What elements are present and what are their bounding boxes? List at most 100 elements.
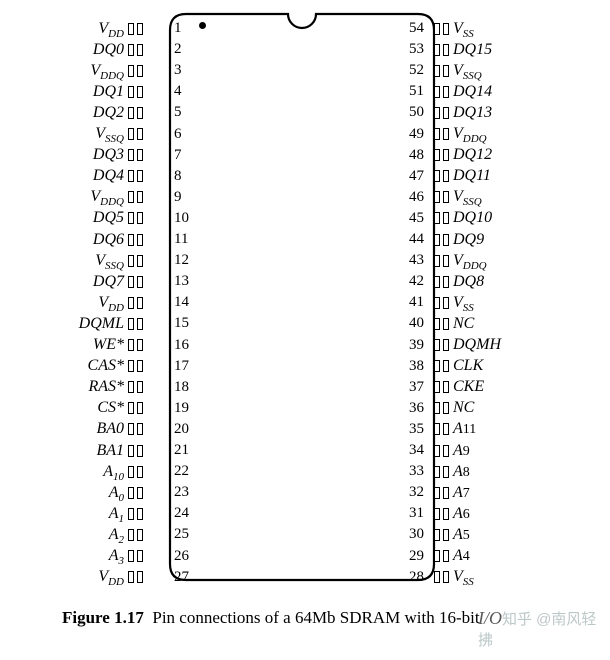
pin-label: VDDQ: [60, 188, 124, 206]
pin-leg: [434, 402, 440, 414]
pin-label: VSS: [453, 20, 523, 38]
pin-row-right: DQ11: [434, 166, 584, 187]
pin-label: DQ6: [60, 231, 124, 249]
pin-label: A2: [60, 526, 124, 544]
pin-legs: [434, 339, 449, 351]
pin-label: DQML: [60, 315, 124, 333]
pin-label: VDD: [60, 294, 124, 312]
pin-number: 7: [174, 145, 198, 166]
pin-leg: [137, 107, 143, 119]
pin-number: 1: [174, 18, 198, 39]
pin-legs: [434, 423, 449, 435]
pin-legs: [434, 234, 449, 246]
pin-label: CS*: [60, 399, 124, 417]
pin-number: 15: [174, 313, 198, 334]
pin-leg: [434, 381, 440, 393]
pin-leg: [434, 191, 440, 203]
pin-leg: [443, 508, 449, 520]
pin-number: 18: [174, 377, 198, 398]
pin-row-right: NC: [434, 398, 584, 419]
pin-leg: [443, 276, 449, 288]
pin-leg: [137, 445, 143, 457]
pin-leg: [443, 318, 449, 330]
pin-leg: [443, 529, 449, 541]
pin-leg: [434, 339, 440, 351]
pin-number: 9: [174, 187, 198, 208]
pin-row-right: DQMH: [434, 335, 584, 356]
pin-number: 54: [400, 18, 424, 39]
pin-leg: [434, 128, 440, 140]
pin-legs: [128, 86, 143, 98]
pin-legs: [128, 466, 143, 478]
pin-legs: [128, 191, 143, 203]
pin-legs: [434, 255, 449, 267]
pin-leg: [128, 65, 134, 77]
pin-legs: [434, 508, 449, 520]
pin-label: A6: [453, 505, 523, 523]
pin-leg: [128, 234, 134, 246]
pin-number: 53: [400, 39, 424, 60]
pin-label: VSSQ: [60, 125, 124, 143]
pin-leg: [443, 170, 449, 182]
pin-label: BA1: [60, 442, 124, 460]
pin-number: 43: [400, 250, 424, 271]
pin-leg: [443, 44, 449, 56]
pin-number: 13: [174, 271, 198, 292]
pin-number: 39: [400, 335, 424, 356]
pin-number: 47: [400, 166, 424, 187]
pin-row-right: VSSQ: [434, 187, 584, 208]
pin-row-right: DQ9: [434, 229, 584, 250]
pin-row-right: A6: [434, 503, 584, 524]
pin-leg: [128, 571, 134, 583]
pin-leg: [434, 318, 440, 330]
pin-row-right: DQ8: [434, 271, 584, 292]
pin-label: A11: [453, 420, 523, 438]
pin-label: BA0: [60, 420, 124, 438]
pin-row-right: A11: [434, 419, 584, 440]
pin-leg: [137, 381, 143, 393]
pin-legs: [128, 339, 143, 351]
pin-number: 2: [174, 39, 198, 60]
pin-leg: [137, 297, 143, 309]
pin-legs: [128, 212, 143, 224]
pin-leg: [443, 381, 449, 393]
pin-leg: [137, 339, 143, 351]
pin-leg: [434, 466, 440, 478]
pin-number: 34: [400, 440, 424, 461]
pin-number: 23: [174, 482, 198, 503]
pin-leg: [137, 86, 143, 98]
pin-legs: [128, 23, 143, 35]
pin-label: CAS*: [60, 357, 124, 375]
pin-legs: [128, 44, 143, 56]
pin-legs: [434, 44, 449, 56]
pin-label: DQ13: [453, 104, 523, 122]
pin-number: 4: [174, 81, 198, 102]
pin-label: VDDQ: [453, 125, 523, 143]
pin-legs: [128, 149, 143, 161]
pin-leg: [434, 571, 440, 583]
pin-leg: [434, 149, 440, 161]
pin-leg: [443, 360, 449, 372]
pin-number: 8: [174, 166, 198, 187]
pin-leg: [128, 550, 134, 562]
pin-legs: [434, 297, 449, 309]
pin-row-right: DQ10: [434, 208, 584, 229]
pin-label: DQ11: [453, 167, 523, 185]
pin-row-right: DQ15: [434, 39, 584, 60]
pin-number: 5: [174, 102, 198, 123]
pin-leg: [137, 212, 143, 224]
pin-legs: [434, 571, 449, 583]
pin-number: 48: [400, 145, 424, 166]
pin-leg: [434, 255, 440, 267]
pin-legs: [128, 318, 143, 330]
pin-number: 16: [174, 335, 198, 356]
pin-row-right: DQ14: [434, 81, 584, 102]
pin-legs: [128, 381, 143, 393]
pin-number: 42: [400, 271, 424, 292]
pin-legs: [128, 255, 143, 267]
pin-number: 3: [174, 60, 198, 81]
pin-leg: [128, 297, 134, 309]
pin-legs: [128, 423, 143, 435]
pin-row-right: A5: [434, 524, 584, 545]
pin-label: CKE: [453, 378, 523, 396]
